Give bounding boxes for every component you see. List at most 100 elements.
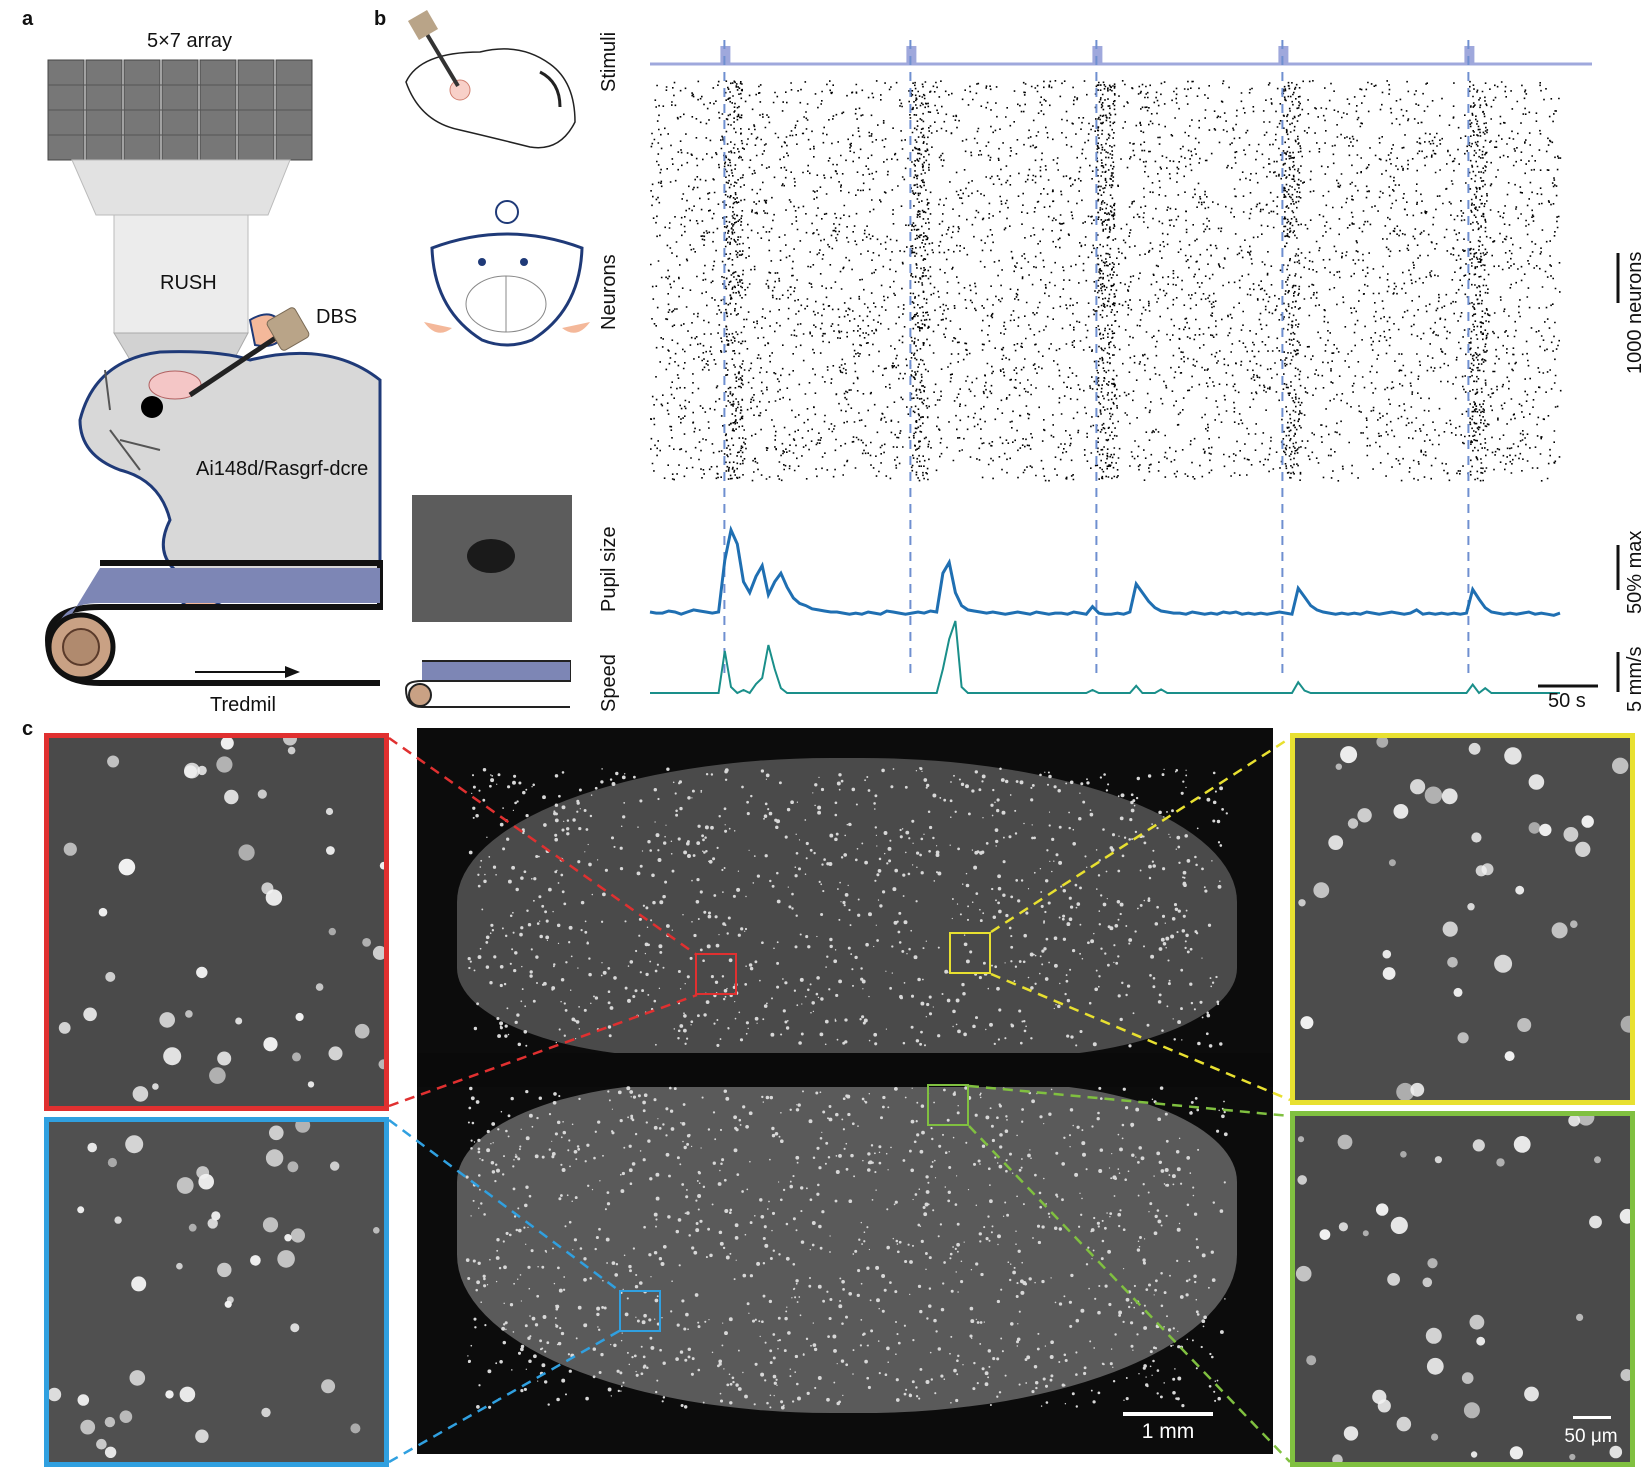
cell-soma	[195, 1429, 209, 1443]
cell-soma	[1319, 1229, 1331, 1240]
cell-soma	[118, 858, 136, 876]
cell-soma	[295, 1122, 311, 1133]
pupil-trace-plot	[649, 525, 1561, 617]
probe-label: DBS	[316, 306, 358, 328]
cell-soma	[159, 1012, 175, 1028]
inset-red-cells	[58, 738, 384, 1102]
inset-yellow-cells	[1298, 738, 1630, 1100]
cell-soma	[179, 1386, 196, 1403]
cell-soma	[1431, 1433, 1439, 1441]
cell-soma	[354, 1023, 370, 1039]
cell-soma	[1388, 859, 1396, 867]
cell-soma	[1620, 1015, 1630, 1033]
cell-soma	[131, 1276, 147, 1292]
cell-soma	[284, 1234, 292, 1242]
cell-soma	[290, 1228, 305, 1243]
cell-soma	[1467, 903, 1475, 911]
cell-soma	[1410, 779, 1426, 795]
cell-soma	[1306, 1355, 1317, 1366]
panel-letter-a: a	[22, 8, 34, 30]
cell-soma	[1396, 1416, 1412, 1432]
speckle-dots	[465, 767, 1228, 1410]
cell-soma	[104, 1446, 117, 1458]
cell-soma	[1425, 1327, 1442, 1344]
inset-blue-cells	[49, 1122, 380, 1458]
cell-soma	[209, 1067, 226, 1084]
cell-soma	[1496, 1158, 1505, 1167]
speed-trace	[650, 620, 1560, 695]
inset-scale-label: 50 μm	[1564, 1426, 1618, 1447]
cell-soma	[1338, 1222, 1348, 1232]
cell-soma	[1434, 1156, 1442, 1164]
main-scale-label: 1 mm	[1141, 1420, 1195, 1443]
cell-soma	[1494, 954, 1513, 973]
cell-soma	[1376, 1203, 1389, 1216]
cell-soma	[197, 765, 207, 776]
cell-soma	[1472, 1139, 1485, 1152]
inset-blue	[44, 1117, 389, 1467]
cell-soma	[1568, 1116, 1581, 1127]
cell-soma	[1328, 835, 1344, 850]
speed-scale-label: 5 mm/s	[1624, 646, 1644, 712]
cell-soma	[188, 1223, 197, 1232]
stimulus-track	[650, 46, 1592, 66]
cell-soma	[80, 1419, 96, 1435]
cell-soma	[326, 846, 335, 855]
cell-soma	[58, 1022, 71, 1034]
cell-soma	[1528, 774, 1545, 790]
cell-soma	[1376, 738, 1389, 748]
cell-soma	[1619, 1208, 1630, 1224]
cell-soma	[1382, 967, 1396, 980]
treadmill-label: Tredmil	[210, 694, 276, 716]
stimulus-pulse	[906, 46, 917, 64]
cell-soma	[165, 1390, 174, 1399]
cell-soma	[1337, 1134, 1353, 1150]
time-scale-label: 50 s	[1548, 690, 1586, 712]
cell-soma	[1509, 1446, 1523, 1460]
treadmill-illustration	[44, 560, 383, 686]
cell-soma	[96, 1438, 107, 1450]
cell-soma	[261, 1407, 271, 1418]
rush-setup-illustration	[44, 59, 383, 686]
cell-soma	[257, 789, 267, 799]
neuron-raster	[650, 80, 1562, 482]
mini-treadmill-sketch	[404, 660, 571, 708]
main-scale-bar	[1123, 1412, 1213, 1416]
dorsal-mouse-sketch	[424, 200, 590, 347]
cell-soma	[1362, 1230, 1369, 1237]
cell-soma	[176, 1262, 183, 1270]
cell-soma	[1504, 1051, 1515, 1062]
cell-soma	[1469, 1314, 1485, 1330]
roi-green	[927, 1084, 969, 1126]
cell-soma	[176, 1177, 194, 1194]
scale-bars-b	[1616, 253, 1620, 692]
cell-soma	[1524, 1386, 1539, 1402]
cell-soma	[1313, 882, 1330, 899]
cell-soma	[1424, 786, 1443, 804]
cell-soma	[77, 1206, 85, 1214]
cell-soma	[328, 1046, 343, 1061]
row-label-stimuli: Stimuli	[598, 31, 620, 92]
cell-soma	[1298, 899, 1306, 907]
cell-soma	[163, 1047, 182, 1066]
cell-soma	[1481, 863, 1494, 876]
roi-red	[695, 953, 737, 995]
cell-soma	[250, 1255, 261, 1266]
cell-soma	[1300, 1016, 1314, 1030]
cell-soma	[87, 1142, 97, 1153]
cell-soma	[321, 1379, 336, 1394]
cell-soma	[1297, 1175, 1307, 1185]
cell-soma	[226, 1296, 234, 1304]
cell-soma	[220, 738, 234, 750]
cell-soma	[1575, 841, 1591, 857]
cell-soma	[1357, 808, 1372, 823]
cell-soma	[104, 1416, 116, 1428]
cell-soma	[1476, 1336, 1486, 1346]
cell-soma	[1393, 804, 1409, 819]
cell-soma	[63, 842, 77, 856]
cell-soma	[1396, 1082, 1415, 1100]
cell-soma	[1410, 1082, 1425, 1097]
cell-soma	[1347, 818, 1359, 829]
cell-soma	[217, 1051, 232, 1066]
cell-soma	[265, 1149, 284, 1167]
